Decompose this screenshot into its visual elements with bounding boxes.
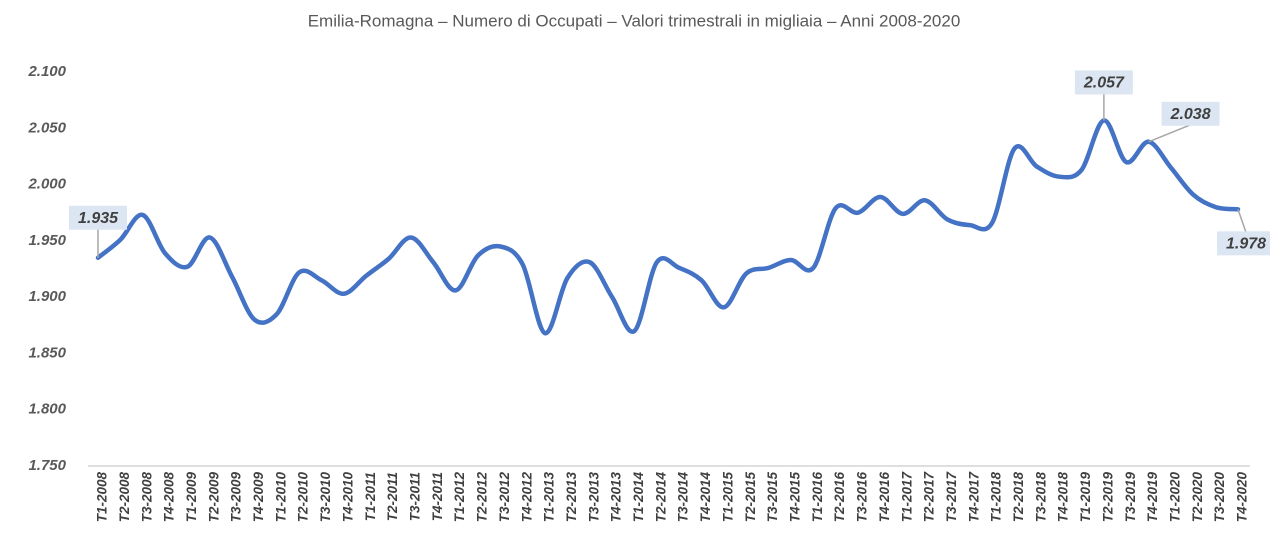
x-tick-label: T4-2014 (698, 472, 713, 523)
y-tick-label: 1.950 (28, 232, 66, 249)
x-tick-label: T3-2016 (855, 472, 870, 523)
x-tick-label: T2-2012 (475, 472, 490, 523)
x-tick-label: T1-2018 (989, 472, 1004, 523)
x-tick-label: T1-2015 (720, 472, 735, 523)
chart-title: Emilia-Romagna – Numero di Occupati – Va… (308, 11, 961, 30)
x-tick-label: T1-2011 (363, 472, 378, 521)
data-label-box (1161, 101, 1220, 126)
x-tick-label: T3-2008 (139, 472, 154, 523)
leader-line (1237, 209, 1247, 233)
x-tick-label: T4-2008 (162, 472, 177, 523)
leader-line (1148, 124, 1191, 143)
x-tick-label: T2-2009 (206, 472, 221, 523)
x-tick-label: T3-2015 (765, 472, 780, 523)
x-tick-label: T3-2011 (408, 472, 423, 521)
y-tick-label: 1.900 (28, 288, 66, 305)
data-label: 1.978 (1226, 236, 1266, 253)
x-tick-label: T3-2010 (318, 472, 333, 523)
x-tick-label: T4-2020 (1235, 472, 1250, 523)
x-tick-label: T4-2013 (609, 472, 624, 523)
x-tick-label: T1-2009 (184, 472, 199, 523)
x-tick-label: T3-2013 (586, 472, 601, 523)
y-tick-label: 2.100 (27, 63, 66, 80)
x-tick-label: T3-2009 (229, 472, 244, 523)
x-tick-label: T3-2012 (497, 472, 512, 523)
x-tick-label: T1-2020 (1168, 472, 1183, 523)
x-tick-label: T1-2017 (899, 471, 914, 523)
x-tick-label: T4-2016 (877, 472, 892, 523)
x-tick-label: T2-2015 (743, 472, 758, 523)
x-tick-label: T1-2013 (542, 472, 557, 523)
line-series (95, 118, 1241, 336)
x-tick-label: T1-2008 (95, 472, 110, 523)
x-tick-label: T2-2013 (564, 472, 579, 523)
x-tick-label: T3-2020 (1212, 472, 1227, 523)
data-label: 1.935 (78, 210, 119, 227)
x-tick-label: T4-2009 (251, 472, 266, 523)
x-tick-label: T2-2016 (832, 472, 847, 523)
y-tick-label: 2.050 (27, 119, 66, 136)
x-tick-label: T2-2008 (117, 472, 132, 523)
x-tick-label: T3-2017 (944, 471, 959, 523)
x-tick-label: T4-2018 (1056, 472, 1071, 523)
x-tick-label: T4-2017 (966, 471, 981, 523)
x-tick-label: T2-2017 (922, 471, 937, 523)
x-tick-label: T4-2015 (788, 472, 803, 523)
x-tick-label: T2-2018 (1011, 472, 1026, 523)
x-tick-label: T2-2020 (1190, 472, 1205, 523)
x-tick-label: T4-2010 (340, 472, 355, 523)
x-tick-label: T4-2012 (519, 472, 534, 523)
x-tick-label: T1-2019 (1078, 472, 1093, 523)
data-label-box (1217, 231, 1270, 256)
data-label: 2.057 (1083, 75, 1125, 92)
x-tick-label: T4-2019 (1145, 472, 1160, 523)
x-tick-label: T3-2014 (676, 472, 691, 523)
data-label-box (69, 205, 127, 230)
x-tick-label: T2-2011 (385, 472, 400, 521)
x-tick-label: T1-2010 (273, 472, 288, 523)
x-tick-label: T1-2012 (452, 472, 467, 523)
x-tick-label: T2-2010 (296, 472, 311, 523)
x-tick-label: T4-2011 (430, 472, 445, 521)
y-tick-label: 2.000 (27, 176, 66, 193)
x-tick-label: T1-2014 (631, 472, 646, 523)
data-label: 2.038 (1170, 106, 1211, 123)
y-tick-label: 1.800 (28, 401, 66, 418)
x-tick-label: T2-2019 (1100, 472, 1115, 523)
y-tick-label: 1.850 (28, 344, 66, 361)
x-tick-label: T3-2018 (1033, 472, 1048, 523)
data-label-box (1074, 70, 1133, 95)
y-tick-label: 1.750 (28, 457, 66, 474)
x-tick-label: T2-2014 (653, 472, 668, 523)
x-tick-label: T1-2016 (810, 472, 825, 523)
x-tick-label: T3-2019 (1123, 472, 1138, 523)
